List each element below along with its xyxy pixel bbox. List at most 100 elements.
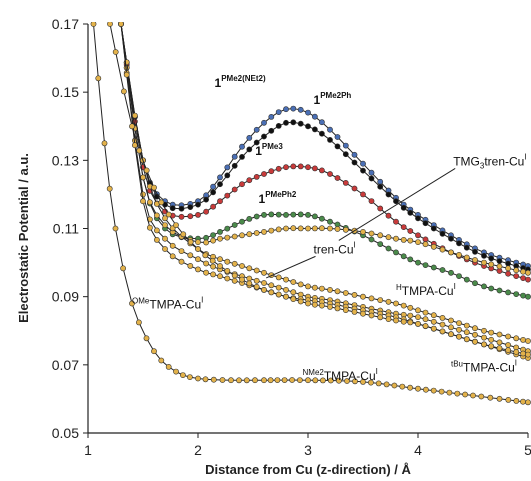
series-label-part: tren-Cu [484,154,524,168]
series-labels: TMG3tren-CuI1PMe2(NEt2)1PMe2Ph1PMe31PMeP… [132,74,527,383]
data-point [377,297,384,303]
data-point [143,335,150,342]
data-point [407,209,414,216]
data-point [393,198,399,205]
series-label-part: I [524,152,526,161]
data-point [377,232,384,239]
data-point [123,71,130,78]
data-point [496,345,503,352]
data-point [520,268,526,275]
data-point [342,226,349,233]
data-point [311,213,318,220]
data-point [217,235,223,242]
data-point [334,288,341,295]
data-point [311,126,318,133]
data-point [203,196,209,203]
data-point [505,333,511,340]
data-point [454,390,461,397]
data-point [351,159,358,166]
label-leader-line [338,168,456,241]
data-point [305,283,311,290]
data-point [439,230,446,237]
data-point [268,211,275,218]
data-point [430,243,437,250]
data-point [430,225,437,232]
data-point [415,239,421,245]
series-label-part: TMG [453,154,480,168]
data-point [472,338,478,345]
data-point [239,181,245,188]
data-point [290,211,297,218]
data-point [246,177,253,184]
data-point [344,378,350,384]
data-point [496,287,503,294]
data-point [448,317,454,324]
data-point [505,265,511,272]
data-point [231,222,238,228]
data-point [393,249,399,256]
data-point [525,269,531,276]
data-point [385,298,392,305]
data-point [231,260,238,267]
data-point [520,398,526,405]
data-point [385,212,392,219]
data-point [513,267,520,274]
series-label-part: PMe2(NEt2) [221,74,266,83]
data-point [107,22,113,27]
data-point [407,256,414,263]
series-label-part: TMPA-Cu [149,298,201,312]
data-point [327,218,333,225]
data-point [368,295,375,302]
data-point [415,320,421,327]
data-point [463,244,470,251]
data-point [422,220,429,227]
data-point [422,262,429,268]
series-label-part: PMe2Ph [320,91,351,100]
data-point [312,377,319,384]
data-point [377,241,384,247]
data-point [252,377,258,384]
data-point [407,384,413,391]
data-point [488,255,495,262]
data-point [210,376,217,383]
data-point [267,377,274,384]
data-point [318,130,325,137]
data-point [268,168,275,175]
data-point [327,303,333,310]
data-point [297,298,304,305]
data-point [231,162,238,169]
data-point [224,258,231,265]
data-point [231,272,238,279]
series-label: tren-CuI [314,240,356,256]
data-point [217,256,223,263]
data-point [367,379,374,386]
data-point [178,205,185,212]
data-point [195,256,201,263]
data-point [173,368,179,375]
data-point [297,225,304,232]
data-point [253,213,260,220]
series-label: OMeTMPA-CuI [132,296,203,312]
data-point [261,211,267,218]
data-point [463,254,470,261]
data-point [131,112,138,119]
data-point [275,211,282,218]
data-point [158,357,165,364]
series-label-part: 1 [259,192,266,206]
data-point [377,205,384,212]
data-point [219,377,226,383]
data-point [351,185,358,192]
data-point [377,183,384,190]
data-point [525,351,531,358]
series-label: HTMPA-CuI [396,282,456,298]
data-point [448,269,454,276]
data-point [268,227,275,234]
data-point [481,283,487,290]
data-point [513,291,520,297]
data-point [253,230,260,236]
data-point [112,225,119,232]
data-point [488,261,495,268]
data-point [415,314,421,320]
series-label: 1PMe2(NEt2) [215,74,266,90]
data-point [422,309,429,316]
